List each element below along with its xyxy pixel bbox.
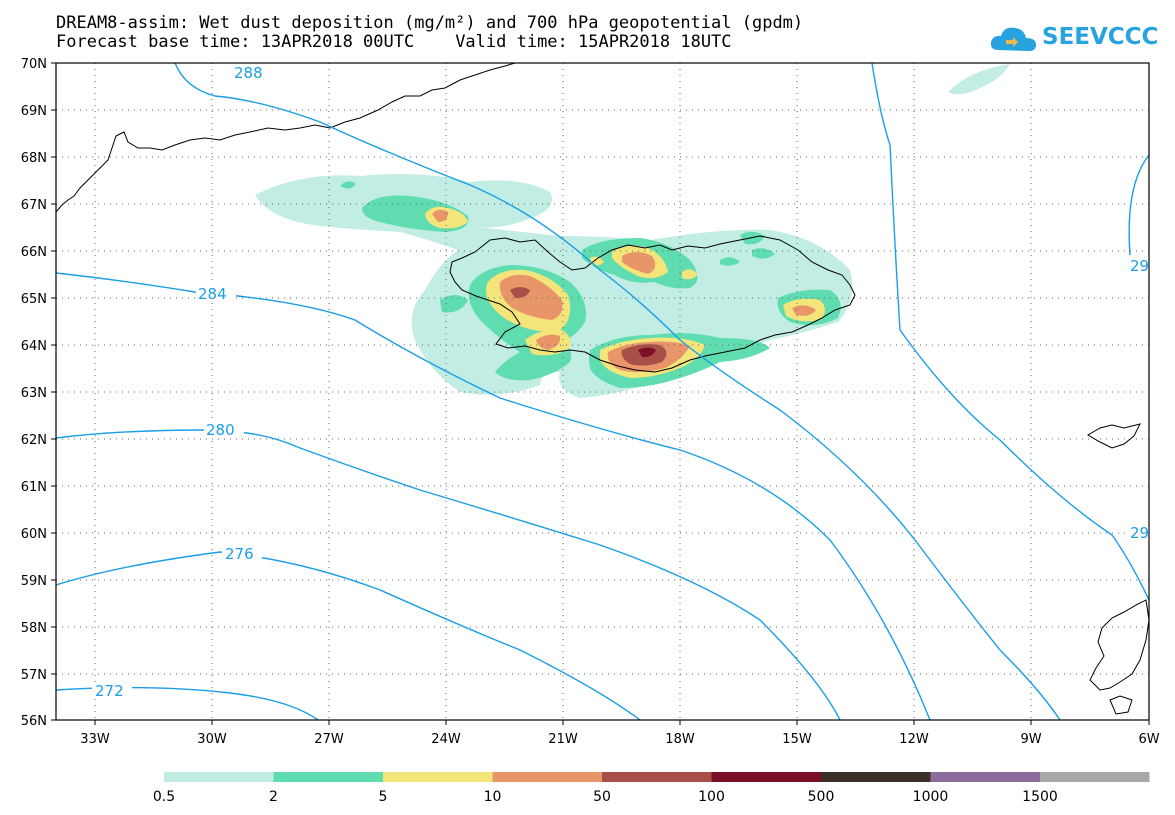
- latitude-labels: 70N 69N 68N 67N 66N 65N 64N 63N 62N 61N …: [21, 57, 47, 729]
- scotland-coast: [1089, 599, 1149, 691]
- legend-swatch-1000: [930, 772, 1040, 782]
- legend-swatch-2: [273, 772, 383, 782]
- legend-swatch-500: [821, 772, 931, 782]
- contour-292-ne: [1128, 154, 1149, 256]
- contour-label-288: 288: [234, 64, 263, 82]
- contour-labels: 288 284 280 276 272 29 29: [92, 64, 1149, 700]
- lat-label: 59N: [21, 574, 47, 589]
- axis-ticks: [51, 62, 1150, 725]
- lat-label: 57N: [21, 668, 47, 683]
- seevccc-logo: [990, 27, 1036, 51]
- legend-label: 1500: [1022, 789, 1058, 805]
- valid-time: Valid time: 15APR2018 18UTC: [455, 32, 732, 52]
- lat-label: 56N: [21, 714, 47, 729]
- contour-label-272: 272: [95, 682, 124, 700]
- contour-label-284: 284: [198, 285, 227, 303]
- color-legend: 0.5 2 5 10 50 100 500 1000 1500: [153, 772, 1150, 805]
- lat-label: 58N: [21, 621, 47, 636]
- lat-label: 64N: [21, 339, 47, 354]
- legend-swatch-50: [602, 772, 712, 782]
- legend-swatch-100: [711, 772, 821, 782]
- legend-label: 2: [269, 789, 278, 805]
- lon-label: 24W: [431, 732, 461, 747]
- contour-292-east: [871, 63, 1149, 601]
- contour-label-280: 280: [206, 421, 235, 439]
- lat-label: 66N: [21, 245, 47, 260]
- lon-label: 33W: [80, 732, 110, 747]
- legend-swatch-5: [383, 772, 493, 782]
- lon-label: 21W: [548, 732, 578, 747]
- legend-label: 1000: [913, 789, 949, 805]
- faroe-coast: [1087, 423, 1141, 449]
- lon-label: 30W: [197, 732, 227, 747]
- lon-label: 9W: [1020, 732, 1041, 747]
- contour-label-292-a: 29: [1130, 257, 1149, 275]
- legend-label: 100: [698, 789, 725, 805]
- legend-label: 10: [484, 789, 502, 805]
- contour-288: [174, 63, 1061, 720]
- lat-label: 61N: [21, 480, 47, 495]
- legend-label: 5: [379, 789, 388, 805]
- contour-276: [56, 551, 641, 720]
- legend-label: 50: [593, 789, 611, 805]
- lat-label: 60N: [21, 527, 47, 542]
- iceland-coast: [449, 235, 856, 373]
- lat-label: 69N: [21, 104, 47, 119]
- longitude-labels: 33W 30W 27W 24W 21W 18W 15W 12W 9W 6W: [80, 732, 1159, 747]
- contour-280: [56, 429, 841, 720]
- map-subtitle: Forecast base time: 13APR2018 00UTC Vali…: [56, 33, 732, 51]
- hebrides-coast: [1109, 695, 1133, 715]
- legend-swatch-0-5: [164, 772, 274, 782]
- contour-label-276: 276: [225, 545, 254, 563]
- deposition-100-area: [638, 347, 656, 358]
- lat-label: 65N: [21, 292, 47, 307]
- lat-label: 62N: [21, 433, 47, 448]
- lat-label: 67N: [21, 198, 47, 213]
- lat-label: 68N: [21, 151, 47, 166]
- lon-label: 27W: [314, 732, 344, 747]
- legend-label: 500: [808, 789, 835, 805]
- legend-swatch-1500: [1040, 772, 1150, 782]
- legend-label: 0.5: [153, 789, 175, 805]
- cloud-icon: [990, 27, 1036, 51]
- lat-label: 70N: [21, 57, 47, 72]
- lon-label: 6W: [1138, 732, 1159, 747]
- map-grid: [56, 63, 1149, 720]
- forecast-base-time: Forecast base time: 13APR2018 00UTC: [56, 32, 415, 52]
- lon-label: 18W: [665, 732, 695, 747]
- legend-swatch-10: [492, 772, 602, 782]
- lon-label: 15W: [782, 732, 812, 747]
- logo-text: SEEVCCC: [1042, 24, 1159, 50]
- lon-label: 12W: [899, 732, 929, 747]
- coastlines: [56, 63, 1149, 715]
- greenland-coast: [56, 63, 516, 213]
- map-title: DREAM8-assim: Wet dust deposition (mg/m²…: [56, 13, 804, 33]
- lat-label: 63N: [21, 386, 47, 401]
- contour-label-292-b: 29: [1130, 524, 1149, 542]
